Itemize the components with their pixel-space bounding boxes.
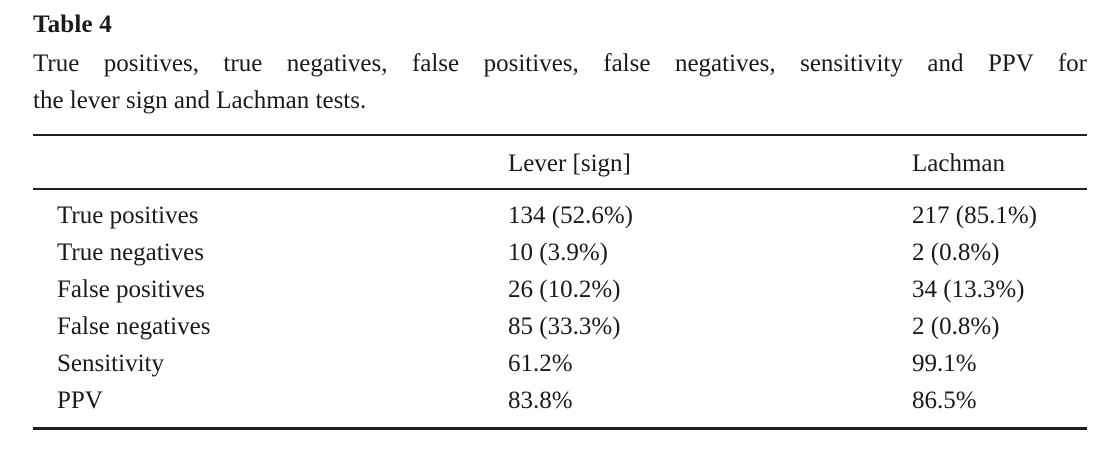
cell-lachman-value: 99.1% <box>912 350 977 377</box>
cell-lachman-value: 86.5% <box>912 387 977 414</box>
header-row: Lever [sign] Lachman <box>33 135 1087 190</box>
row-label: False positives <box>57 276 205 303</box>
cell-lachman-value: 2 (0.8%) <box>912 313 1000 340</box>
row-label: False negatives <box>57 313 211 340</box>
table-content: Table 4 True positives, true negatives, … <box>33 11 1087 430</box>
row-label: True positives <box>57 202 199 229</box>
header-cell-empty <box>33 135 508 190</box>
caption-line-2: the lever sign and Lachman tests. <box>33 87 367 114</box>
cell-lever-value: 61.2% <box>508 350 573 377</box>
table-row: True positives 134 (52.6%) 217 (85.1%) <box>33 189 1087 234</box>
table-row: PPV 83.8% 86.5% <box>33 382 1087 429</box>
header-cell-lever-sign: Lever [sign] <box>508 135 912 190</box>
table-row: False negatives 85 (33.3%) 2 (0.8%) <box>33 308 1087 345</box>
cell-lever-value: 85 (33.3%) <box>508 313 621 340</box>
cell-lever-value: 134 (52.6%) <box>508 202 633 229</box>
table-number-label: Table 4 <box>33 11 112 38</box>
table-row: True negatives 10 (3.9%) 2 (0.8%) <box>33 234 1087 271</box>
cell-lever-value: 26 (10.2%) <box>508 276 621 303</box>
table-row: Sensitivity 61.2% 99.1% <box>33 345 1087 382</box>
row-label: Sensitivity <box>57 350 164 377</box>
header-cell-lachman: Lachman <box>912 135 1087 190</box>
caption-line-1: True positives, true negatives, false po… <box>33 50 1087 77</box>
cell-lever-value: 10 (3.9%) <box>508 239 608 266</box>
cell-lever-value: 83.8% <box>508 387 573 414</box>
cell-lachman-value: 2 (0.8%) <box>912 239 1000 266</box>
cell-lachman-value: 217 (85.1%) <box>912 202 1037 229</box>
table-caption: True positives, true negatives, false po… <box>33 45 1087 119</box>
results-table: Lever [sign] Lachman True positives 134 … <box>33 134 1087 430</box>
row-label: PPV <box>57 387 103 414</box>
row-label: True negatives <box>57 239 204 266</box>
table-row: False positives 26 (10.2%) 34 (13.3%) <box>33 271 1087 308</box>
cell-lachman-value: 34 (13.3%) <box>912 276 1025 303</box>
